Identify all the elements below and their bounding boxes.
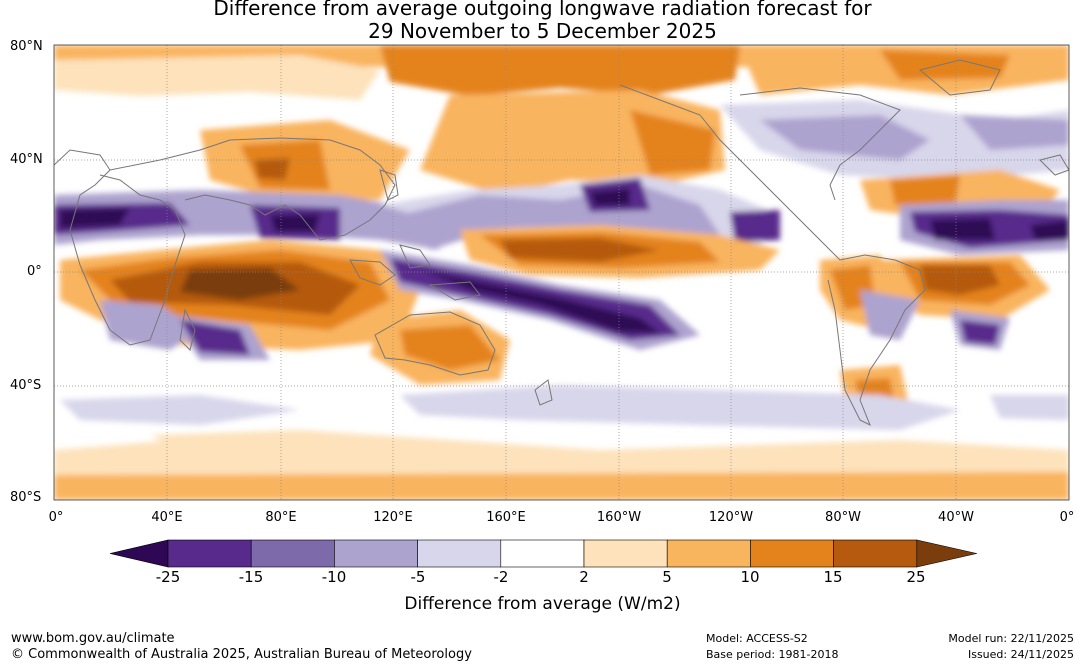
coastlines — [54, 59, 1069, 427]
colorbar-segment — [250, 539, 335, 568]
colorbar-segment — [167, 539, 252, 568]
lat-label-40s: 40°S — [10, 378, 42, 393]
title-line-1: Difference from average outgoing longwav… — [213, 0, 872, 20]
graticule — [54, 45, 1069, 500]
cbar-tick: -25 — [155, 568, 181, 586]
anomaly-field — [54, 45, 1069, 500]
copyright-text: © Commonwealth of Australia 2025, Austra… — [11, 647, 472, 662]
lat-label-eq: 0° — [27, 264, 42, 279]
lon-label-80e: 80°E — [265, 510, 297, 525]
map-title: Difference from average outgoing longwav… — [0, 0, 1085, 43]
model-name: Model: ACCESS-S2 — [706, 632, 808, 645]
lon-label-160w: 160°W — [596, 510, 642, 525]
cbar-tick: -10 — [321, 568, 347, 586]
lon-label-40w: 40°W — [938, 510, 974, 525]
cbar-tick: -2 — [493, 568, 509, 586]
lon-label-0: 0° — [48, 510, 64, 525]
lat-label-80s: 80°S — [10, 490, 42, 505]
colorbar-segment — [417, 539, 502, 568]
colorbar-segment — [500, 539, 585, 568]
base-period: Base period: 1981-2018 — [706, 648, 839, 661]
colorbar-segment — [334, 539, 418, 568]
title-line-2: 29 November to 5 December 2025 — [368, 19, 717, 43]
colorbar-segment — [666, 539, 751, 568]
model-run-date: Model run: 22/11/2025 — [948, 632, 1074, 645]
cbar-tick: 5 — [662, 568, 672, 586]
colorbar-extend-low — [109, 539, 169, 568]
colorbar-segment — [583, 539, 668, 568]
cbar-tick: 2 — [579, 568, 589, 586]
website-link[interactable]: www.bom.gov.au/climate — [11, 631, 175, 646]
lon-label-160e: 160°E — [486, 510, 526, 525]
lon-label-80w: 80°W — [825, 510, 861, 525]
lat-label-40n: 40°N — [10, 152, 43, 167]
colorbar-segment — [833, 539, 918, 568]
cbar-tick: -15 — [238, 568, 264, 586]
cbar-tick: 10 — [740, 568, 760, 586]
lon-label-40e: 40°E — [151, 510, 183, 525]
issued-date: Issued: 24/11/2025 — [967, 648, 1074, 661]
cbar-tick: 25 — [906, 568, 926, 586]
colorbar-label: Difference from average (W/m2) — [404, 594, 681, 614]
lat-label-80n: 80°N — [10, 39, 43, 54]
lon-label-0-right: 0° — [1059, 510, 1075, 525]
lon-label-120w: 120°W — [708, 510, 754, 525]
cbar-tick: 15 — [823, 568, 843, 586]
colorbar-segment — [750, 539, 834, 568]
lon-label-120e: 120°E — [373, 510, 413, 525]
cbar-tick: -5 — [410, 568, 426, 586]
colorbar — [109, 539, 977, 568]
colorbar-extend-high — [916, 539, 977, 568]
